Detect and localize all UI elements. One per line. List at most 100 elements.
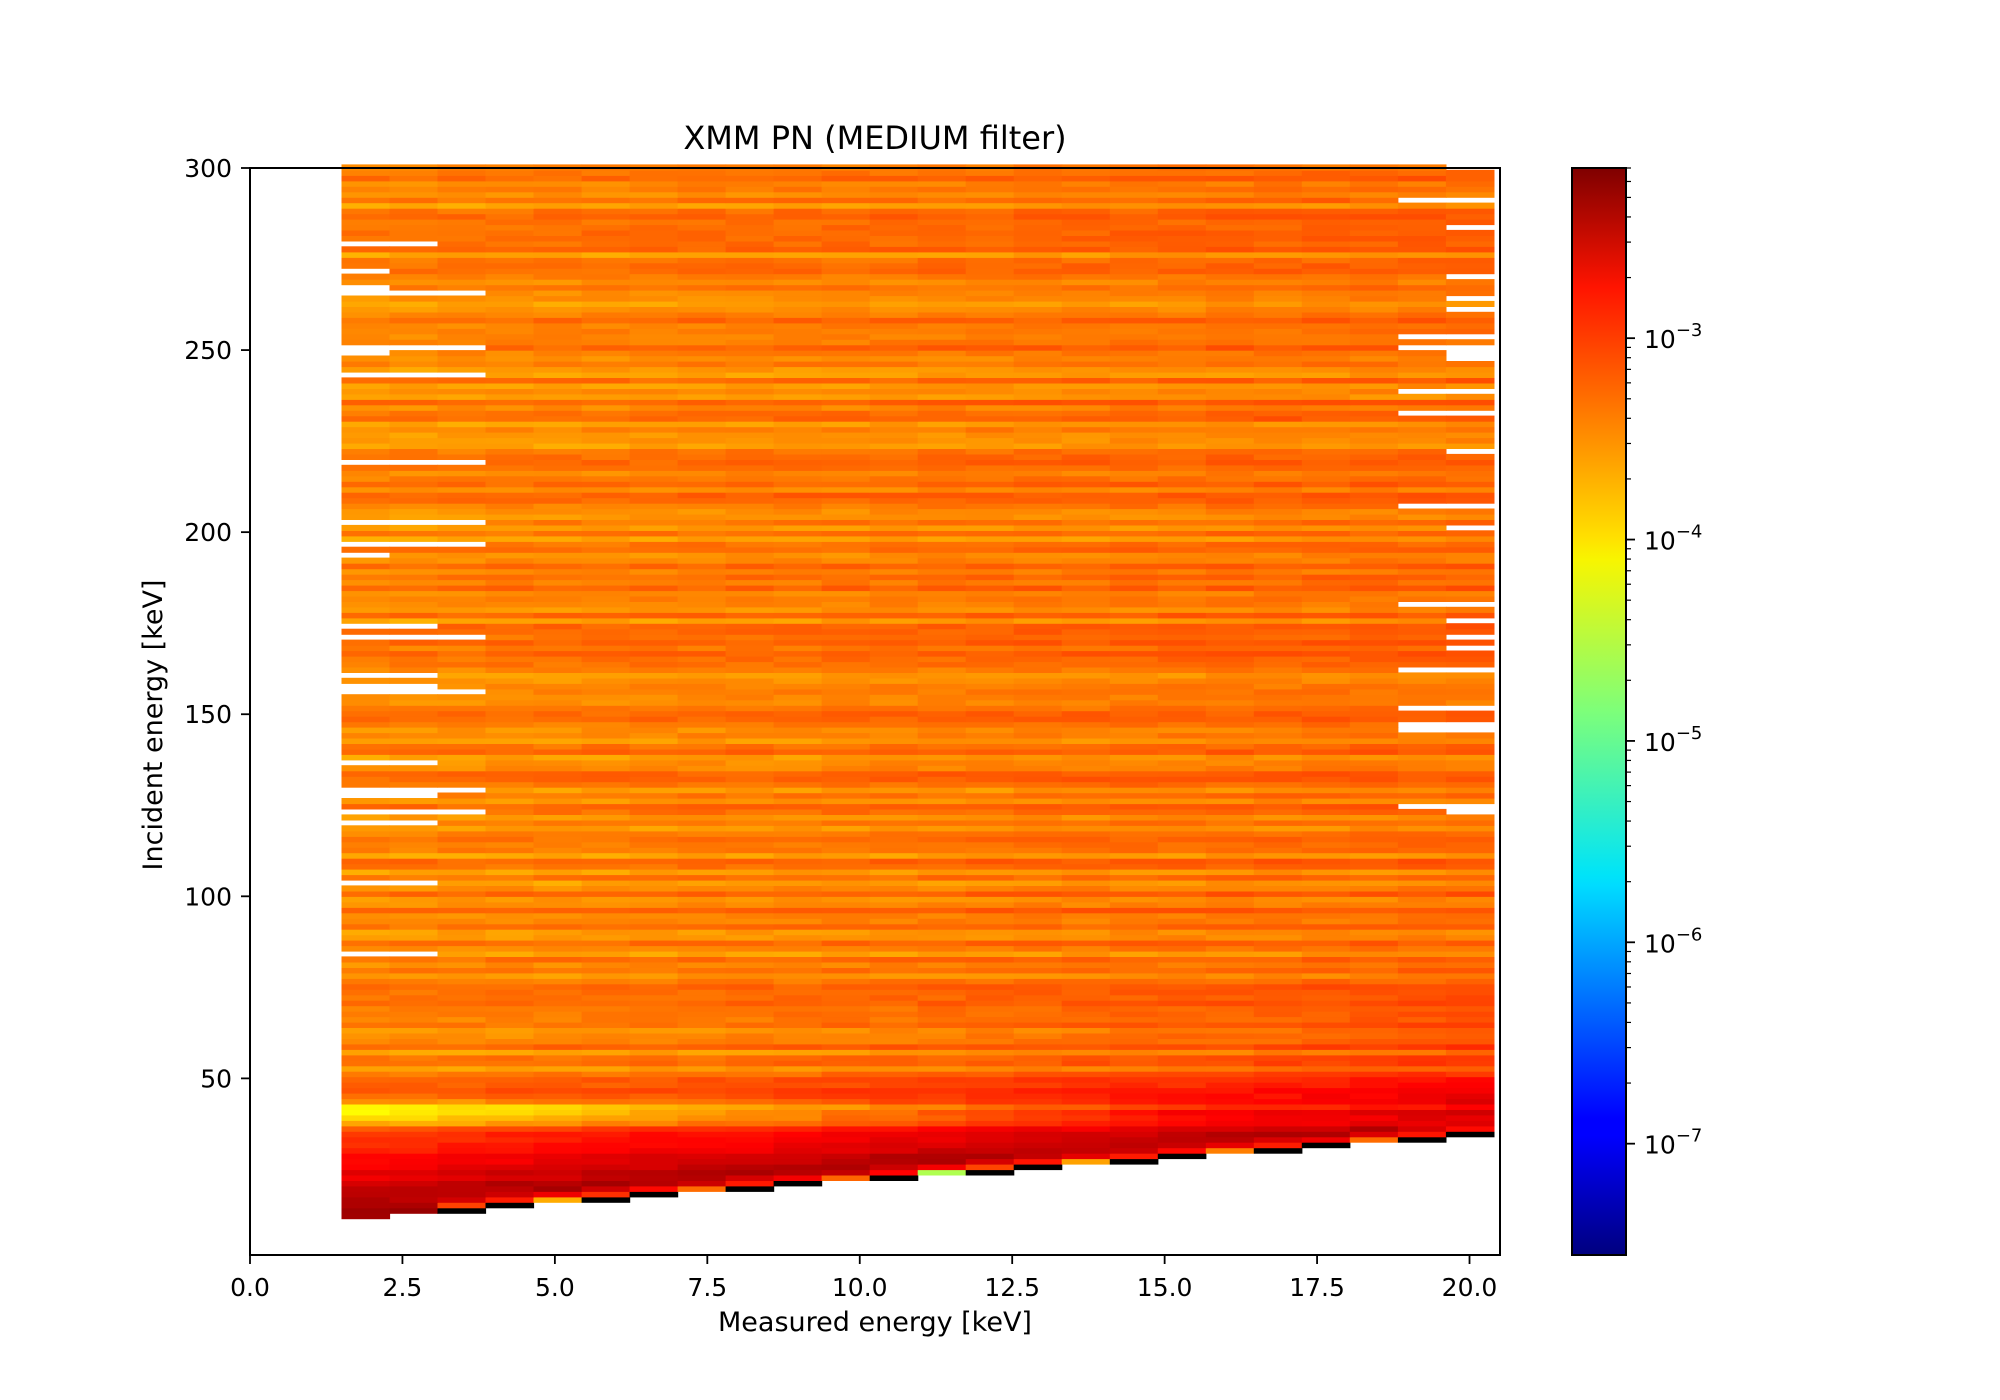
heatmap-cells xyxy=(341,164,1495,1220)
heatmap-cell-1940 xyxy=(485,727,535,734)
heatmap-cell-1381 xyxy=(581,858,631,865)
heatmap-cell-1019 xyxy=(389,940,439,947)
heatmap-cell-2672 xyxy=(1109,557,1159,564)
heatmap-cell-2387 xyxy=(1109,623,1159,630)
heatmap-cell-3648 xyxy=(1061,328,1111,335)
heatmap-cell-3527 xyxy=(533,355,583,362)
heatmap-cell-1242 xyxy=(725,890,775,897)
heatmap-cell-2051 xyxy=(341,699,391,706)
heatmap-cell-1269 xyxy=(869,885,919,892)
heatmap-cell-364 xyxy=(1109,1093,1159,1100)
heatmap-cell-293 xyxy=(1157,1109,1207,1116)
heatmap-cell-2870 xyxy=(629,508,679,515)
heatmap-cell-3637 xyxy=(533,328,583,335)
heatmap-cell-3433 xyxy=(485,377,535,384)
heatmap-cell-3487 xyxy=(917,366,967,373)
heatmap-cell-2689 xyxy=(821,552,871,559)
heatmap-cell-344 xyxy=(1301,1098,1351,1105)
x-tick-label-0: 0.0 xyxy=(230,1273,270,1302)
heatmap-cell-2278 xyxy=(1301,650,1351,657)
heatmap-cell-1411 xyxy=(869,852,919,859)
heatmap-cell-3172 xyxy=(437,437,487,444)
heatmap-cell-1649 xyxy=(1157,798,1207,805)
heatmap-cell-731 xyxy=(1445,1011,1495,1018)
heatmap-cell-1755 xyxy=(725,770,775,777)
heatmap-cell-2675 xyxy=(1253,557,1303,564)
heatmap-cell-2697 xyxy=(1205,552,1255,559)
heatmap-cell-3979 xyxy=(1205,251,1255,258)
heatmap-cell-2349 xyxy=(341,628,391,635)
heatmap-cell-3639 xyxy=(629,328,679,335)
heatmap-cell-1380 xyxy=(533,858,583,865)
heatmap-cell-1424 xyxy=(341,847,391,854)
heatmap-cell-816 xyxy=(917,989,967,996)
heatmap-cell-504 xyxy=(917,1060,967,1067)
heatmap-cell-769 xyxy=(965,1000,1015,1007)
heatmap-cell-2554 xyxy=(1205,585,1255,592)
heatmap-cell-1061 xyxy=(1253,934,1303,941)
heatmap-cell-355 xyxy=(677,1093,727,1100)
heatmap-cell-3978 xyxy=(1157,251,1207,258)
heatmap-cell-3394 xyxy=(821,388,871,395)
heatmap-cell-3970 xyxy=(773,251,823,258)
heatmap-cell-3879 xyxy=(917,273,967,280)
heatmap-cell-1698 xyxy=(1445,787,1495,794)
heatmap-cell-4261 xyxy=(1157,186,1207,193)
heatmap-cell-2642 xyxy=(821,563,871,570)
heatmap-cell-1087 xyxy=(1349,929,1399,936)
heatmap-cell-1572 xyxy=(629,814,679,821)
heatmap-cell-1052 xyxy=(821,934,871,941)
heatmap-cell-3297 xyxy=(677,410,727,417)
heatmap-cell-1875 xyxy=(821,743,871,750)
heatmap-cell-4035 xyxy=(533,235,583,242)
heatmap-cell-1524 xyxy=(533,825,583,832)
heatmap-cell-1977 xyxy=(1205,721,1255,728)
heatmap-cell-2912 xyxy=(437,497,487,504)
heatmap-cell-2939 xyxy=(581,492,631,499)
heatmap-cell-3888 xyxy=(1349,273,1399,280)
heatmap-cell-4140 xyxy=(1013,213,1063,220)
heatmap-cell-62 xyxy=(821,1169,871,1176)
heatmap-cell-1264 xyxy=(629,885,679,892)
heatmap-cell-4021 xyxy=(1013,240,1063,247)
heatmap-cell-1346 xyxy=(1205,869,1255,876)
heatmap-cell-3678 xyxy=(1349,322,1399,329)
heatmap-cell-3677 xyxy=(1301,322,1351,329)
heatmap-cell-2794 xyxy=(1397,530,1447,537)
heatmap-cell-3369 xyxy=(773,393,823,400)
heatmap-cell-165 xyxy=(725,1136,775,1143)
heatmap-cell-3959 xyxy=(1397,257,1447,264)
heatmap-cell-1043 xyxy=(389,934,439,941)
heatmap-cell-1810 xyxy=(1157,759,1207,766)
heatmap-cell-1248 xyxy=(1013,890,1063,897)
heatmap-cell-1341 xyxy=(965,869,1015,876)
heatmap-cell-2381 xyxy=(821,623,871,630)
heatmap-cell-325 xyxy=(389,1098,439,1105)
heatmap-cell-4093 xyxy=(1013,224,1063,231)
heatmap-cell-2764 xyxy=(1109,535,1159,542)
heatmap-cell-2448 xyxy=(629,606,679,613)
heatmap-cell-899 xyxy=(1445,972,1495,979)
heatmap-cell-3348 xyxy=(917,399,967,406)
heatmap-cell-3152 xyxy=(629,442,679,449)
heatmap-cell-610 xyxy=(1397,1038,1447,1045)
heatmap-cell-1515 xyxy=(1253,830,1303,837)
heatmap-cell-3092 xyxy=(1157,459,1207,466)
heatmap-cell-3754 xyxy=(437,300,487,307)
heatmap-cell-2965 xyxy=(677,486,727,493)
heatmap-cell-98 xyxy=(341,1153,391,1160)
heatmap-cell-2868 xyxy=(533,508,583,515)
heatmap-cell-3619 xyxy=(725,333,775,340)
heatmap-cell-4317 xyxy=(389,169,439,176)
heatmap-cell-1284 xyxy=(533,879,583,886)
heatmap-cell-4251 xyxy=(677,186,727,193)
heatmap-cell-2251 xyxy=(1157,656,1207,663)
heatmap-cell-3360 xyxy=(341,393,391,400)
heatmap-cell-1106 xyxy=(1109,923,1159,930)
heatmap-cell-2522 xyxy=(821,590,871,597)
heatmap-cell-1946 xyxy=(773,727,823,734)
heatmap-cell-3944 xyxy=(677,257,727,264)
heatmap-cell-1584 xyxy=(1205,814,1255,821)
heatmap-cell-338 xyxy=(1013,1098,1063,1105)
heatmap-cell-563 xyxy=(1445,1049,1495,1056)
